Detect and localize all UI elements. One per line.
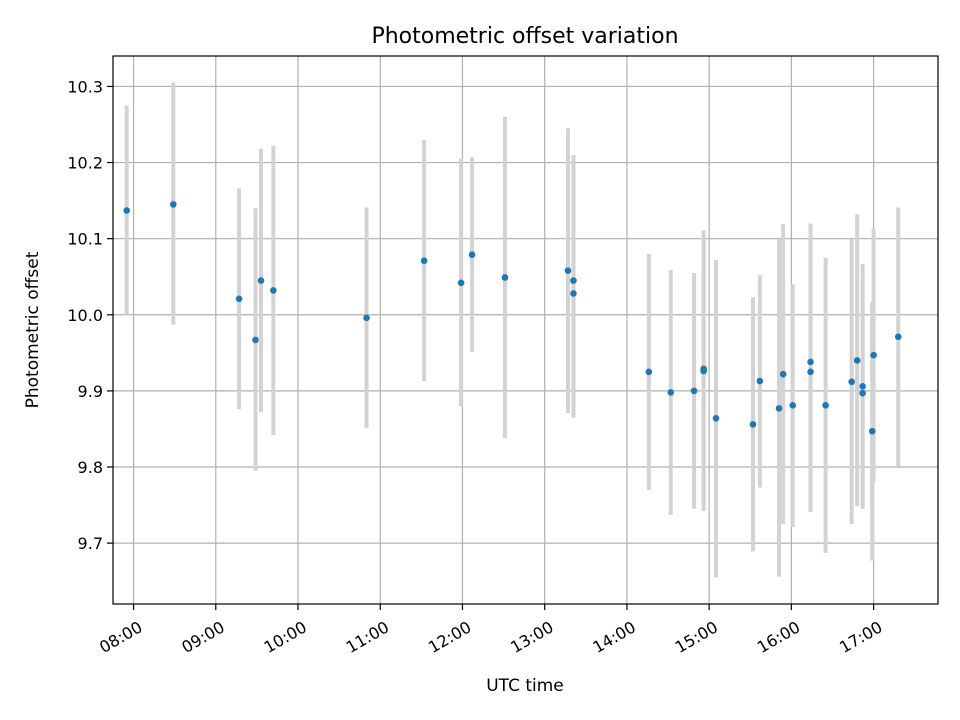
data-point	[690, 387, 698, 395]
x-tick-label: 13:00	[507, 617, 556, 657]
x-tick-label: 09:00	[178, 617, 227, 657]
data-point	[235, 295, 243, 303]
plot-background	[113, 56, 938, 604]
chart-title: Photometric offset variation	[371, 24, 678, 49]
y-tick-label: 10.0	[67, 306, 103, 325]
data-point	[853, 357, 861, 364]
data-point	[700, 367, 707, 375]
x-tick-label: 11:00	[343, 617, 392, 657]
data-point	[252, 336, 259, 344]
data-point	[363, 314, 370, 322]
y-axis-ticks: 9.7 9.8 9.9 10.0 10.1 10.2 10.3	[67, 77, 113, 553]
data-point	[870, 351, 877, 359]
y-tick-label: 10.2	[67, 154, 103, 173]
y-tick-label: 9.7	[78, 534, 103, 553]
data-point	[789, 402, 797, 409]
data-point	[169, 201, 177, 208]
data-point	[712, 414, 720, 422]
x-tick-label: 17:00	[836, 617, 885, 657]
data-point	[859, 383, 866, 390]
data-point	[667, 389, 675, 396]
data-point	[457, 279, 465, 287]
data-point	[501, 274, 509, 281]
x-tick-label: 14:00	[589, 617, 638, 657]
data-point	[756, 377, 764, 385]
data-point	[894, 333, 902, 341]
x-tick-label: 10:00	[261, 617, 310, 657]
data-point	[123, 207, 131, 214]
data-point	[257, 277, 265, 284]
data-point	[645, 368, 653, 376]
y-tick-label: 9.8	[78, 458, 103, 477]
y-axis-label: Photometric offset	[23, 251, 43, 408]
data-points	[123, 201, 902, 435]
data-point	[807, 368, 814, 376]
x-tick-label: 16:00	[754, 617, 803, 657]
data-point	[420, 257, 428, 265]
x-axis-ticks: 08:00 09:00 10:00 11:00 12:00 13:00 14:00 15:00…	[96, 604, 886, 657]
data-point	[749, 421, 757, 428]
data-point	[564, 267, 572, 274]
x-tick-label: 15:00	[672, 617, 721, 657]
x-tick-label: 08:00	[96, 617, 145, 657]
x-tick-label: 12:00	[425, 617, 474, 657]
data-point	[570, 290, 577, 297]
y-tick-label: 10.3	[67, 77, 103, 96]
data-point	[807, 358, 814, 366]
data-point	[570, 277, 577, 284]
plot-frame	[112, 55, 939, 605]
data-point	[468, 251, 476, 258]
y-tick-label: 9.9	[78, 382, 103, 401]
data-point	[859, 389, 866, 397]
data-point	[822, 402, 829, 409]
data-point	[775, 405, 783, 412]
data-point	[779, 370, 787, 378]
grid	[113, 56, 938, 604]
y-tick-label: 10.1	[67, 230, 103, 249]
data-point	[868, 427, 876, 435]
data-point	[848, 378, 855, 386]
x-axis-label: UTC time	[486, 676, 564, 696]
data-point	[270, 287, 277, 294]
